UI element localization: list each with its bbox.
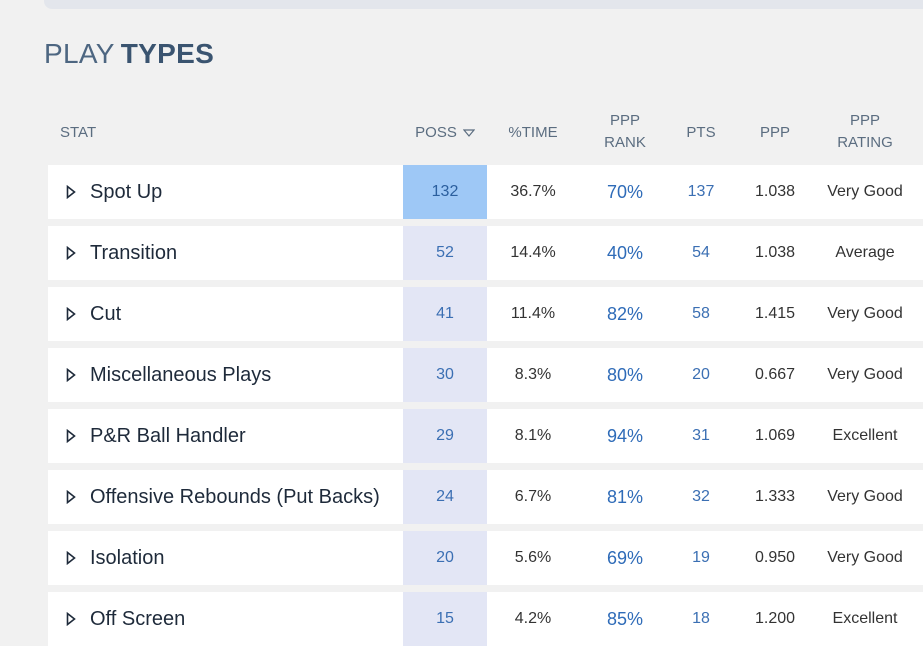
ppp-value: 1.038 (754, 183, 796, 200)
ppp-rating-value: Very Good (827, 305, 903, 322)
play-type-name: Spot Up (90, 181, 163, 203)
ppp-rating-value: Excellent (832, 610, 898, 627)
section-title-word2: TYPES (120, 38, 215, 69)
ppp-rating-value: Very Good (827, 549, 903, 566)
top-panel-edge (44, 0, 923, 9)
table-row[interactable]: Isolation 20 5.6% 69% 19 0.950 Very Good (48, 531, 923, 585)
expand-triangle-icon[interactable] (66, 165, 78, 219)
column-header-poss[interactable]: POSS (403, 122, 487, 144)
pts-value[interactable]: 137 (687, 183, 715, 200)
table-row[interactable]: Off Screen 15 4.2% 85% 18 1.200 Excellen… (48, 592, 923, 646)
ppp-rank-value[interactable]: 82% (606, 304, 644, 324)
time-value: 6.7% (514, 488, 552, 505)
expand-triangle-icon[interactable] (66, 531, 78, 585)
expand-triangle-icon[interactable] (66, 348, 78, 402)
ppp-rank-value[interactable]: 70% (606, 182, 644, 202)
play-type-name: Transition (90, 242, 178, 264)
time-value: 36.7% (510, 183, 556, 200)
ppp-rating-value: Excellent (832, 427, 898, 444)
ppp-value: 0.950 (754, 549, 796, 566)
ppp-value: 1.415 (754, 305, 796, 322)
play-type-name: Miscellaneous Plays (90, 364, 272, 386)
column-header-stat[interactable]: STAT (60, 124, 97, 141)
sort-down-icon (462, 122, 476, 144)
expand-triangle-icon[interactable] (66, 226, 78, 280)
pts-value[interactable]: 54 (692, 244, 710, 261)
time-value: 14.4% (510, 244, 556, 261)
ppp-rank-value[interactable]: 69% (606, 548, 644, 568)
pts-value[interactable]: 31 (692, 427, 710, 444)
table-row[interactable]: Offensive Rebounds (Put Backs) 24 6.7% 8… (48, 470, 923, 524)
pts-value[interactable]: 32 (692, 488, 710, 505)
column-header-ppp[interactable]: PPP (759, 124, 790, 141)
ppp-rating-value: Very Good (827, 488, 903, 505)
poss-value[interactable]: 24 (403, 470, 487, 524)
column-header-ppp-rating[interactable]: PPP RATING (818, 110, 912, 154)
table-row[interactable]: Miscellaneous Plays 30 8.3% 80% 20 0.667… (48, 348, 923, 402)
play-type-name: P&R Ball Handler (90, 425, 246, 447)
ppp-rating-value: Average (835, 244, 895, 261)
table-row[interactable]: Spot Up 132 36.7% 70% 137 1.038 Very Goo… (48, 165, 923, 219)
ppp-rating-value: Very Good (827, 183, 903, 200)
table-row[interactable]: Transition 52 14.4% 40% 54 1.038 Average (48, 226, 923, 280)
poss-value[interactable]: 29 (403, 409, 487, 463)
column-header-poss-label: POSS (415, 124, 457, 141)
expand-triangle-icon[interactable] (66, 287, 78, 341)
ppp-rating-value: Very Good (827, 366, 903, 383)
column-header-time[interactable]: %TIME (508, 124, 558, 141)
pts-value[interactable]: 20 (692, 366, 710, 383)
column-header-ppp-rank-line2: RANK (604, 134, 646, 151)
play-type-name: Off Screen (90, 608, 186, 630)
poss-value[interactable]: 52 (403, 226, 487, 280)
column-header-ppp-rank-line1: PPP (609, 112, 640, 129)
ppp-value: 1.200 (754, 610, 796, 627)
ppp-value: 1.333 (754, 488, 796, 505)
ppp-rank-value[interactable]: 40% (606, 243, 644, 263)
pts-value[interactable]: 19 (692, 549, 710, 566)
ppp-rank-value[interactable]: 85% (606, 609, 644, 629)
ppp-value: 0.667 (754, 366, 796, 383)
poss-value[interactable]: 41 (403, 287, 487, 341)
pts-value[interactable]: 58 (692, 305, 710, 322)
play-type-name: Offensive Rebounds (Put Backs) (90, 486, 380, 508)
ppp-value: 1.069 (754, 427, 796, 444)
poss-value[interactable]: 15 (403, 592, 487, 646)
time-value: 5.6% (514, 549, 552, 566)
time-value: 11.4% (510, 305, 556, 322)
column-header-ppp-rank[interactable]: PPP RANK (580, 110, 670, 154)
ppp-rank-value[interactable]: 81% (606, 487, 644, 507)
table-row[interactable]: P&R Ball Handler 29 8.1% 94% 31 1.069 Ex… (48, 409, 923, 463)
column-header-ppp-rating-line1: PPP (849, 112, 880, 129)
ppp-rank-value[interactable]: 80% (606, 365, 644, 385)
play-type-name: Cut (90, 303, 122, 325)
time-value: 4.2% (514, 610, 552, 627)
pts-value[interactable]: 18 (692, 610, 710, 627)
expand-triangle-icon[interactable] (66, 409, 78, 463)
expand-triangle-icon[interactable] (66, 592, 78, 646)
play-type-name: Isolation (90, 547, 165, 569)
column-header-pts[interactable]: PTS (686, 124, 716, 141)
poss-value[interactable]: 20 (403, 531, 487, 585)
expand-triangle-icon[interactable] (66, 470, 78, 524)
time-value: 8.1% (514, 427, 552, 444)
poss-value[interactable]: 30 (403, 348, 487, 402)
section-title: PLAY TYPES (44, 38, 214, 70)
ppp-rank-value[interactable]: 94% (606, 426, 644, 446)
section-title-word1: PLAY (44, 38, 115, 69)
column-header-ppp-rating-line2: RATING (837, 134, 893, 151)
table-row[interactable]: Cut 41 11.4% 82% 58 1.415 Very Good (48, 287, 923, 341)
time-value: 8.3% (514, 366, 552, 383)
ppp-value: 1.038 (754, 244, 796, 261)
poss-value[interactable]: 132 (403, 165, 487, 219)
